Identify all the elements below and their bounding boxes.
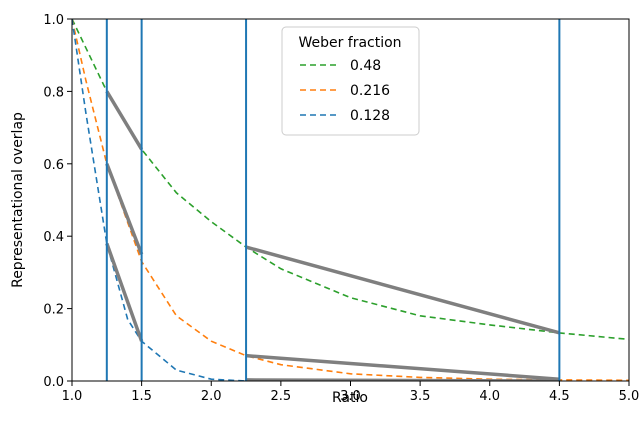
x-tick-label: 1.5 (131, 389, 152, 404)
x-axis-ticks: 1.0 1.5 2.0 2.5 3.0 3.5 4.0 4.5 5.0 (62, 381, 640, 404)
plot-area (72, 19, 629, 381)
x-tick-label: 2.5 (271, 389, 292, 404)
connector-line-4 (245, 245, 560, 335)
series-line-0.48 (72, 19, 629, 341)
x-tick-label: 2.0 (201, 389, 222, 404)
legend-label-0.128: 0.128 (350, 108, 390, 124)
y-axis-ticks: 0.0 0.2 0.4 0.6 0.8 1.0 (43, 13, 72, 390)
x-tick-label: 5.0 (619, 389, 640, 404)
y-tick-label: 0.0 (43, 375, 64, 390)
y-tick-label: 1.0 (43, 13, 64, 28)
legend-label-0.48: 0.48 (350, 58, 381, 74)
connector-line-3 (105, 242, 144, 342)
x-axis-label: Ratio (332, 390, 368, 406)
y-axis-label: Representational overlap (10, 112, 26, 288)
x-tick-label: 4.0 (479, 389, 500, 404)
x-tick-label: 1.0 (62, 389, 83, 404)
legend: Weber fraction 0.48 0.216 0.128 (281, 26, 420, 136)
legend-box (281, 26, 420, 136)
connector-line-2 (105, 163, 144, 255)
y-tick-label: 0.2 (43, 303, 64, 318)
x-tick-label: 3.0 (340, 389, 361, 404)
y-tick-label: 0.4 (43, 230, 64, 245)
x-tick-label: 3.5 (410, 389, 431, 404)
y-tick-label: 0.6 (43, 158, 64, 173)
connector-line-1 (105, 90, 144, 151)
legend-title: Weber fraction (298, 35, 401, 51)
y-tick-label: 0.8 (43, 85, 64, 100)
connector-line-5 (245, 353, 560, 381)
series-line-0.128 (72, 19, 281, 381)
x-tick-label: 4.5 (549, 389, 570, 404)
legend-label-0.216: 0.216 (350, 83, 390, 99)
